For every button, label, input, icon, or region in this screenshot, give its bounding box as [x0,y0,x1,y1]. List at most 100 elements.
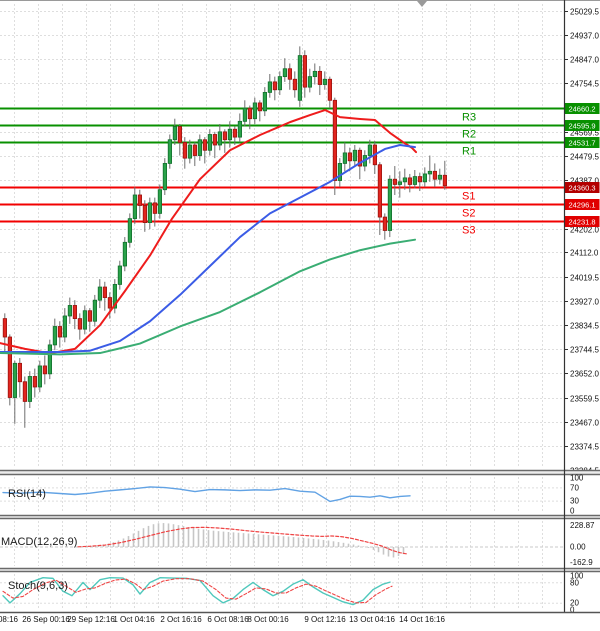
price-tick-label: 25029.5 [570,8,599,17]
candle-body-up [162,163,167,191]
date-label: 1 Oct 04:16 [113,615,155,624]
candle-body-up [157,189,162,214]
price-tick-label: 23652.0 [570,370,599,379]
candle-body-up [412,176,418,185]
candle-body-up [92,299,97,322]
candle-body-up [147,202,152,223]
support-label: S2 [462,208,475,220]
candle-body-down [137,194,142,206]
support-price-badge [564,216,600,227]
resistance-label: R3 [462,112,476,124]
rsi-scale-label: 30 [570,497,579,506]
macd-label: MACD(12,26,9) [1,536,78,548]
candle-body-up [172,126,177,141]
candle-body-down [192,144,197,156]
date-label: 29 Sep 12:16 [67,615,115,624]
candle-body-up [37,365,43,388]
candle-body-down [287,68,293,80]
resistance-price-badge [564,120,600,131]
candle-body-up [67,305,72,317]
candle-body-down [22,381,28,402]
rsi-scale-label: 70 [570,483,579,492]
candle-body-up [217,131,222,146]
rsi-scale-label: 0 [570,507,575,516]
candle-body-up [352,149,358,162]
candle-body-up [207,134,212,151]
macd-scale-label: -162.9 [570,558,593,567]
stoch-scale-label: 20 [570,599,579,608]
date-label: 8 Oct 00:16 [247,615,289,624]
price-tick-label: 23927.0 [570,298,599,307]
candle-body-up [242,107,247,122]
price-tick-label: 24847.0 [570,56,599,65]
candle-body-up [197,139,202,156]
price-tick-label: 24202.0 [570,226,599,235]
candle-body-down [257,102,263,112]
candle-body-up [387,178,393,231]
rsi-scale-label: 100 [570,474,584,483]
support-price-badge [564,182,600,193]
price-tick-label: 23559.5 [570,395,599,404]
rsi-label: RSI(14) [8,488,46,500]
candle-body-down [332,99,338,181]
candle-body-down [377,164,383,218]
candle-body-down [107,297,112,309]
candle-body-up [82,310,87,330]
candle-body-up [297,55,303,101]
price-tick-label: 24754.5 [570,80,599,89]
candle-body-down [317,70,323,85]
candle-body-up [337,163,343,181]
macd-scale-label: 0.00 [570,543,586,552]
candle-body-up [127,218,132,243]
price-tick-label: 24569.5 [570,129,599,138]
candle-body-up [12,362,17,398]
candle-body-down [357,149,363,167]
candle-body-up [117,265,122,285]
resistance-price-badge [564,137,600,148]
resistance-label: R2 [462,129,476,141]
resistance-label: R1 [462,146,476,158]
price-tick-label: 24387.0 [570,177,599,186]
candle-body-down [327,78,333,101]
candle-body-down [77,318,82,330]
ma-line-fast-red [0,109,417,355]
candle-body-up [27,376,33,402]
date-label: 2 Oct 16:16 [160,615,202,624]
candle-body-down [2,318,8,338]
date-label: 6 Oct 08:16 [207,615,249,624]
date-label: 26 Sep 00:16 [22,615,70,624]
candle-body-up [277,76,283,91]
candle-body-down [152,202,157,214]
candle-body-down [247,107,252,120]
candle-body-down [87,310,92,322]
candle-body-down [142,205,147,223]
candle-body-down [292,78,298,91]
candle-body-up [122,241,127,267]
candle-body-up [267,81,273,93]
candle-body-down [182,141,187,159]
date-label: 13 Oct 04:16 [349,615,395,624]
macd-signal-line [77,526,409,555]
candle-body-up [187,144,192,159]
candle-body-up [402,177,408,183]
price-tick-label: 23744.5 [570,346,599,355]
candle-body-down [382,216,388,231]
stoch-k-line [2,577,391,606]
candle-body-up [47,344,53,375]
resistance-badge-value: 24595.9 [568,122,595,131]
scroll-position-marker-icon [417,1,427,7]
candle-body-down [222,131,227,141]
resistance-badge-value: 24660.2 [568,105,595,114]
support-label: S3 [462,225,475,237]
candle-body-down [42,365,48,375]
candle-body-down [32,376,38,388]
date-label: 9 Oct 12:16 [304,615,346,624]
support-label: S1 [462,191,475,203]
stoch-scale-label: 80 [570,578,579,587]
support-badge-value: 24360.3 [568,184,595,193]
candle-body-up [132,194,137,220]
price-tick-label: 24112.0 [570,249,599,258]
support-badge-value: 24231.8 [568,218,595,227]
candle-body-down [442,174,448,187]
price-tick-label: 24479.5 [570,153,599,162]
